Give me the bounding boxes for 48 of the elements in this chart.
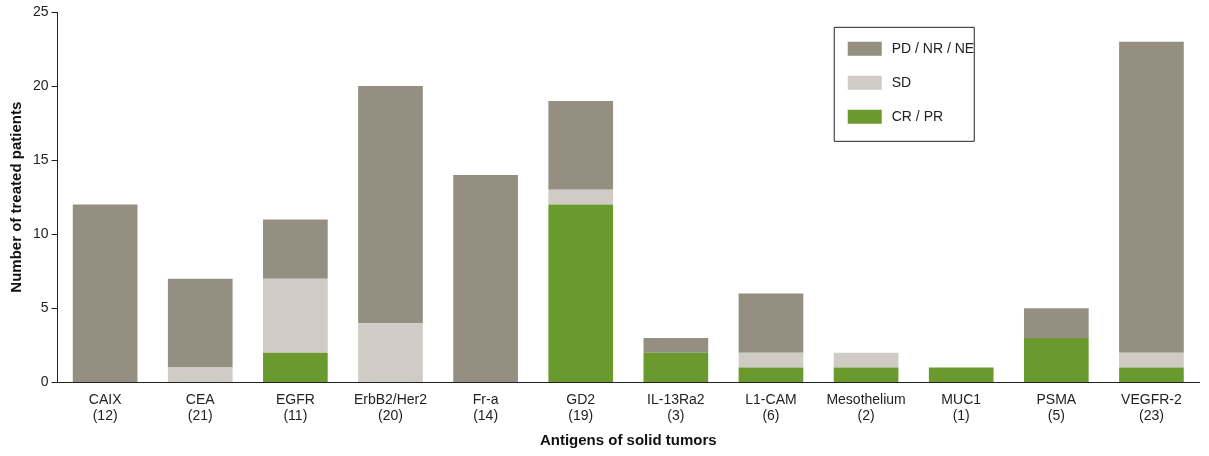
x-tick-label: PSMA (5) — [1036, 390, 1077, 424]
x-tick-label: GD2 (19) — [566, 390, 596, 424]
bar — [72, 204, 138, 382]
bar — [738, 352, 804, 368]
bar — [548, 100, 614, 190]
bar — [263, 219, 328, 279]
x-axis-title: Antigens of solid tumors — [539, 431, 717, 449]
bar — [548, 189, 614, 205]
legend-label: SD — [891, 73, 912, 90]
bar — [358, 86, 423, 324]
y-axis-title: Number of treated patients — [7, 101, 25, 293]
x-tick-label: IL-13Ra2 (3) — [647, 390, 705, 424]
bar — [643, 352, 709, 382]
bar — [833, 352, 899, 368]
x-tick-label: MUC1 (1) — [941, 390, 982, 424]
y-tick-label: 20 — [32, 76, 49, 93]
bar — [738, 293, 804, 353]
bar — [358, 323, 423, 382]
bar — [1119, 367, 1184, 382]
bar — [1023, 308, 1089, 338]
bar — [263, 278, 328, 353]
bar — [928, 367, 994, 382]
x-tick-label: CAIX (12) — [88, 390, 123, 424]
x-tick-label: ErbB2/Her2 (20) — [353, 390, 428, 424]
bar — [1119, 352, 1184, 368]
bar — [263, 352, 328, 382]
x-tick-label: Fr-a (14) — [472, 390, 499, 424]
y-tick-label: 25 — [32, 2, 49, 19]
bar — [1119, 41, 1184, 353]
bar — [453, 174, 518, 382]
x-tick-label: EGFR (11) — [275, 390, 315, 424]
bar — [738, 367, 804, 382]
bar — [167, 367, 233, 382]
bar — [167, 278, 233, 368]
bar — [548, 204, 614, 382]
x-tick-label: L1-CAM (6) — [745, 390, 797, 424]
x-tick-label: VEGFR-2 (23) — [1121, 390, 1182, 424]
y-tick-label: 10 — [32, 225, 49, 242]
x-tick-label: Mesothelium (2) — [826, 390, 906, 424]
x-tick-label: CEA (21) — [185, 390, 216, 424]
bar — [1023, 337, 1089, 382]
y-tick-label: 5 — [40, 299, 49, 316]
legend-label: CR / PR — [891, 107, 944, 124]
legend-label: PD / NR / NE — [891, 39, 975, 56]
bar — [643, 337, 709, 353]
y-tick-label: 15 — [32, 151, 49, 168]
bar — [833, 367, 899, 382]
y-tick-label: 0 — [40, 373, 49, 390]
